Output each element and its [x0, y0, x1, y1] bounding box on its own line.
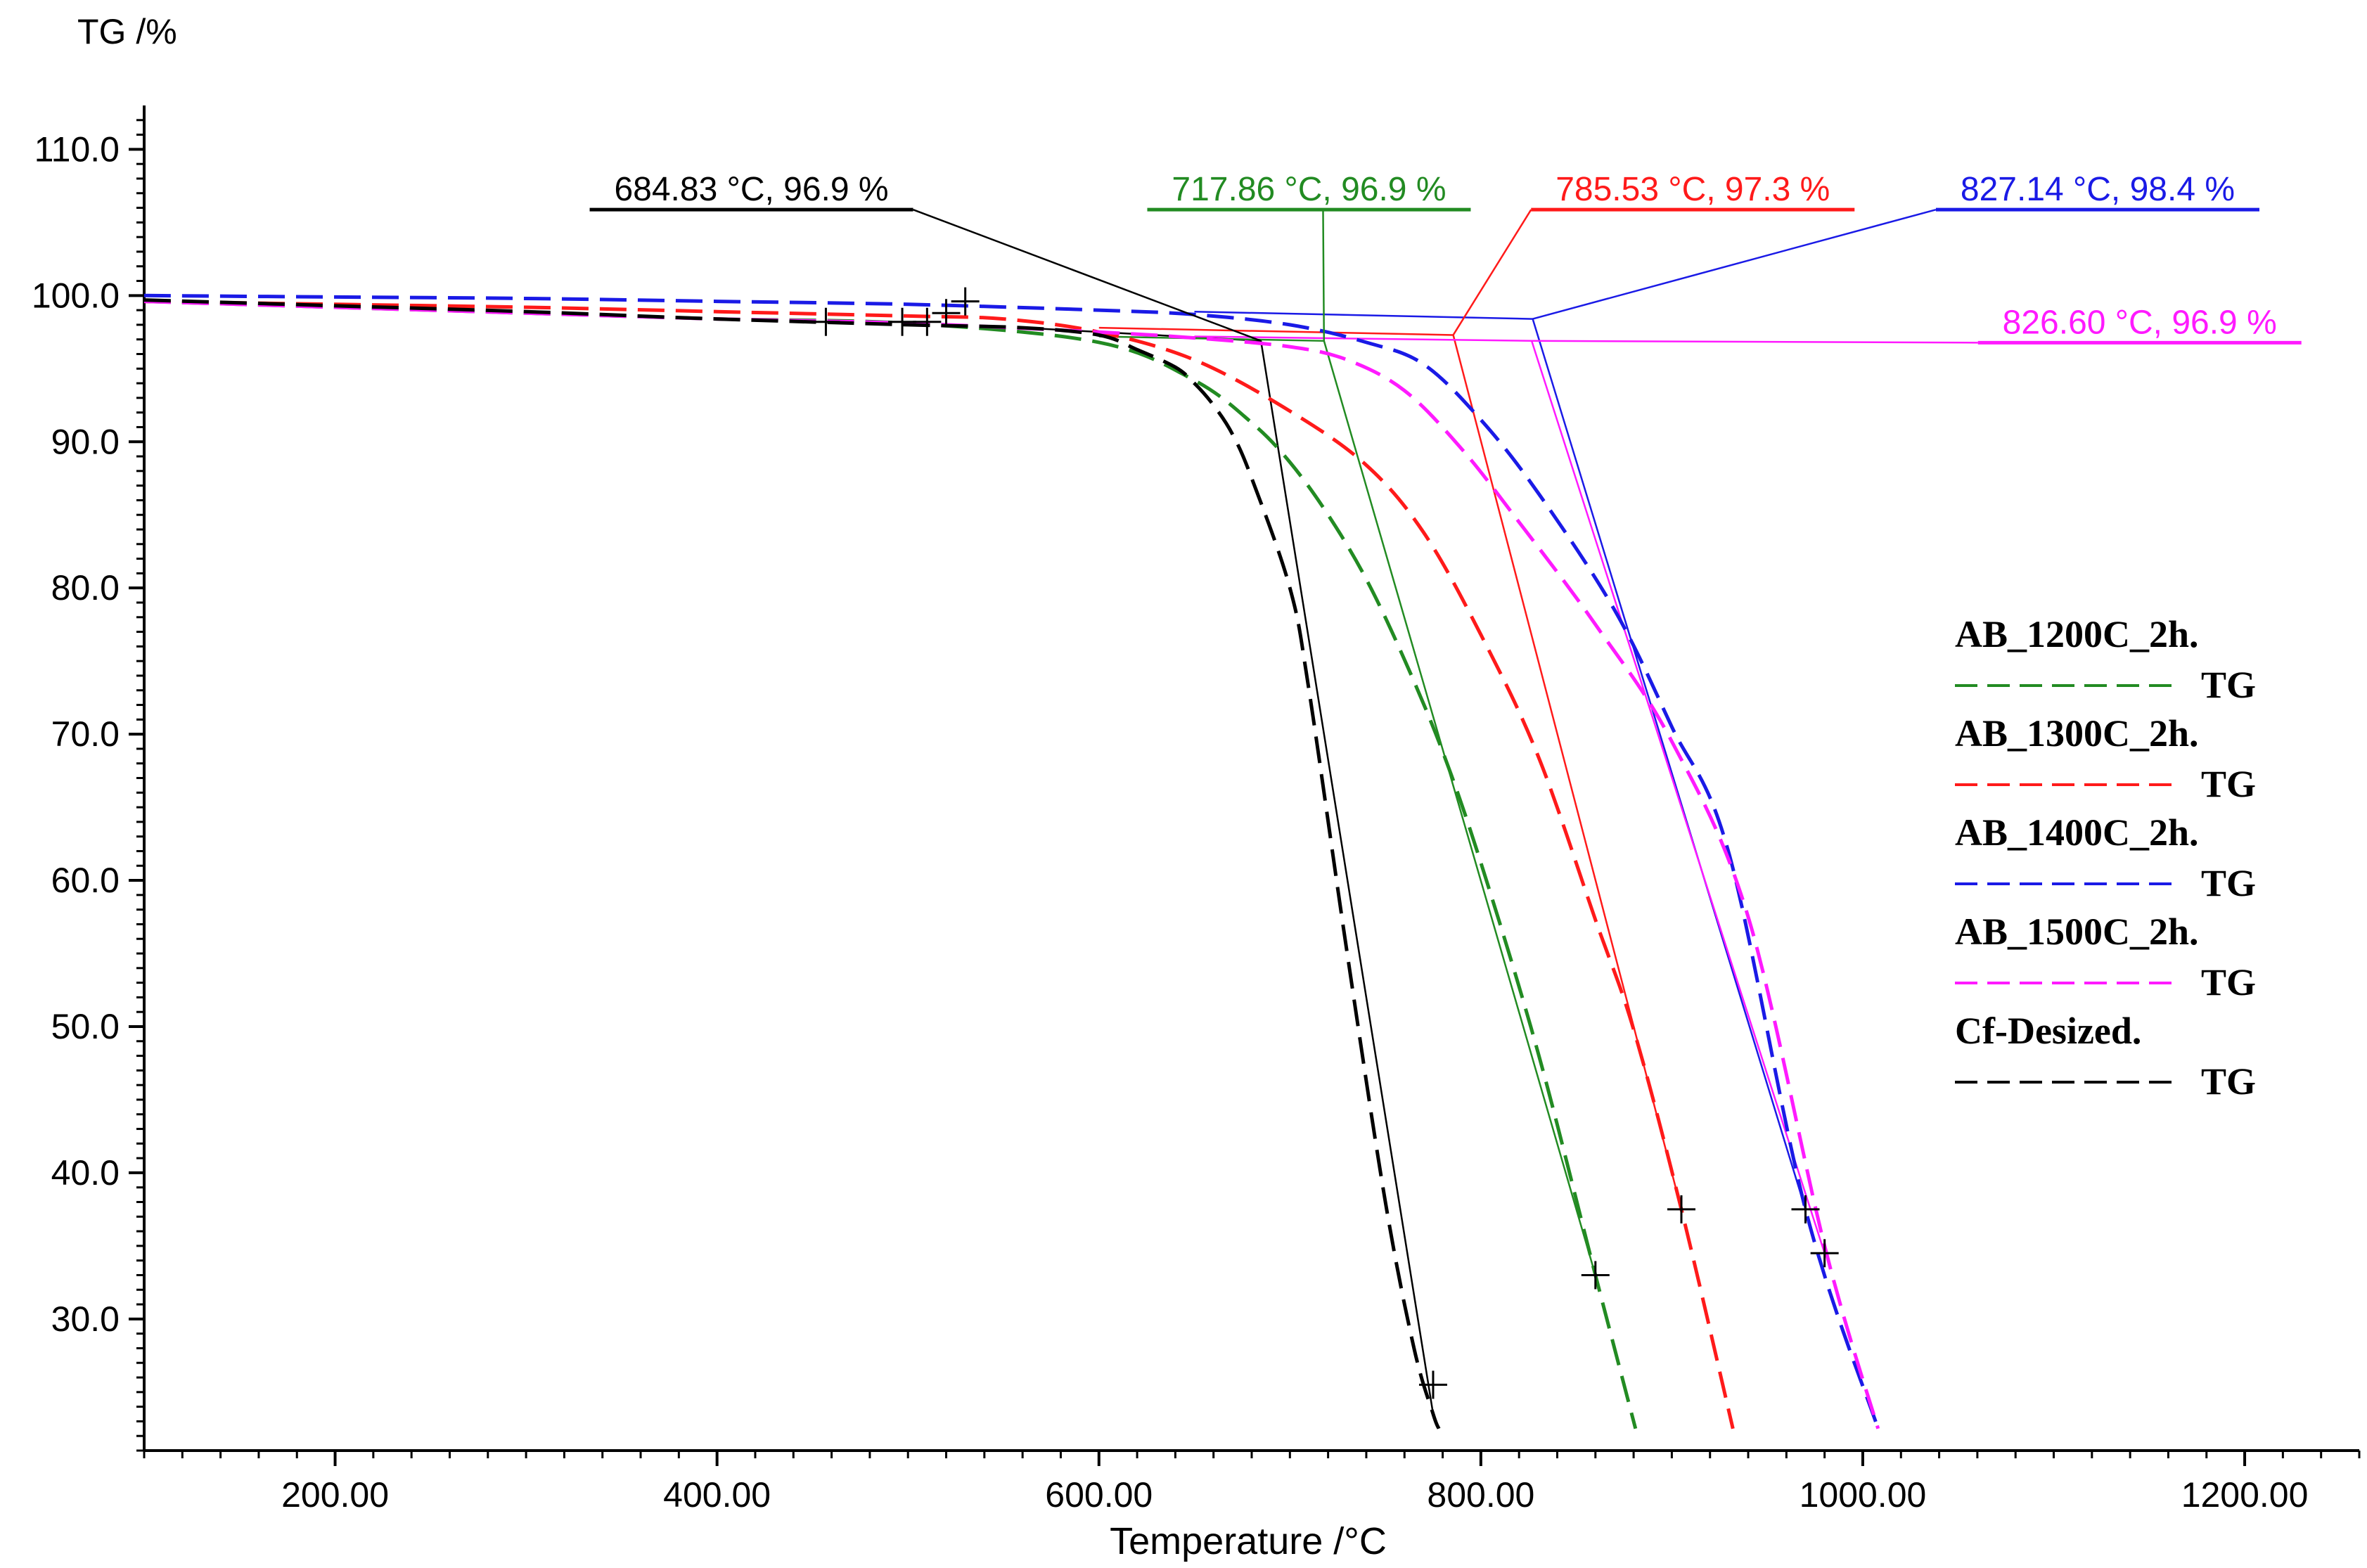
x-tick-label: 600.00: [1045, 1475, 1153, 1515]
legend-name-4: Cf-Desized.: [1955, 1010, 2141, 1052]
annotation-label-4: 826.60 °C, 96.9 %: [2003, 304, 2277, 341]
legend-name-1: AB_1300C_2h.: [1955, 712, 2199, 754]
y-tick-label: 50.0: [51, 1007, 120, 1046]
y-tick-label: 30.0: [51, 1299, 120, 1339]
cross-markers: [812, 287, 1839, 1399]
annotation-label-2: 785.53 °C, 97.3 %: [1555, 171, 1830, 208]
annotation-label-3: 827.14 °C, 98.4 %: [1961, 171, 2235, 208]
y-axis-label: TG /%: [77, 12, 177, 51]
y-tick-label: 40.0: [51, 1153, 120, 1193]
cross-marker: [1667, 1195, 1695, 1223]
y-tick-label: 60.0: [51, 861, 120, 900]
x-axis-label: Temperature /°C: [1110, 1520, 1387, 1562]
annotation-leader: [1532, 208, 1937, 320]
x-tick-label: 400.00: [663, 1475, 771, 1515]
tangent-line: [1098, 326, 1683, 1210]
legend-name-3: AB_1500C_2h.: [1955, 911, 2199, 953]
series-line-3: [143, 300, 1880, 1429]
legend-suffix-3: TG: [2201, 961, 2256, 1003]
legend-suffix-2: TG: [2201, 862, 2256, 904]
legend-name-0: AB_1200C_2h.: [1955, 613, 2199, 655]
annotation-leader: [1452, 209, 1532, 336]
cross-marker: [812, 307, 840, 336]
x-tick-label: 1200.00: [2181, 1475, 2309, 1515]
y-tick-label: 70.0: [51, 714, 120, 754]
legend: AB_1200C_2h.TGAB_1300C_2h.TGAB_1400C_2h.…: [1955, 613, 2256, 1103]
x-tick-label: 200.00: [281, 1475, 389, 1515]
y-tick-label: 80.0: [51, 568, 120, 608]
cross-marker: [888, 307, 917, 336]
cross-marker: [1810, 1239, 1839, 1268]
cross-marker: [1581, 1261, 1610, 1290]
tangent-line: [1022, 326, 1435, 1415]
axis-ticks: 110.0 100.0 90.0 80.0 70.0 60.0 50.0 40.0 30.0 20…: [32, 119, 2361, 1515]
legend-name-2: AB_1400C_2h.: [1955, 811, 2199, 854]
y-tick-label: 90.0: [51, 422, 120, 461]
tangent-lines: [1022, 310, 1826, 1415]
cross-marker: [951, 287, 980, 316]
series-line-0: [143, 300, 1638, 1429]
annotation-leader: [913, 208, 1262, 342]
annotation-label-1: 717.86 °C, 96.9 %: [1172, 171, 1446, 208]
annotations: 684.83 °C, 96.9 % 717.86 °C, 96.9 % 785.53…: [589, 171, 2302, 345]
tangent-line: [1194, 335, 1826, 1254]
tangent-line: [1194, 310, 1807, 1210]
legend-suffix-4: TG: [2201, 1060, 2256, 1103]
x-tick-label: 800.00: [1427, 1475, 1534, 1515]
cross-marker: [913, 307, 942, 336]
tangent-line: [1098, 335, 1597, 1275]
y-tick-label: 110.0: [34, 129, 120, 169]
x-tick-label: 1000.00: [1800, 1475, 1927, 1515]
series-line-1: [143, 300, 1735, 1429]
y-tick-label: 100.0: [32, 276, 120, 315]
legend-suffix-1: TG: [2201, 763, 2256, 805]
annotation-label-0: 684.83 °C, 96.9 %: [614, 171, 888, 208]
legend-suffix-0: TG: [2201, 664, 2256, 706]
series-group: [143, 293, 1880, 1429]
series-line-2: [143, 293, 1880, 1429]
cross-marker: [1418, 1370, 1447, 1399]
cross-marker: [932, 299, 961, 328]
series-line-4: [143, 298, 1441, 1429]
annotation-leader: [1532, 340, 1978, 344]
cross-marker: [1791, 1195, 1820, 1223]
